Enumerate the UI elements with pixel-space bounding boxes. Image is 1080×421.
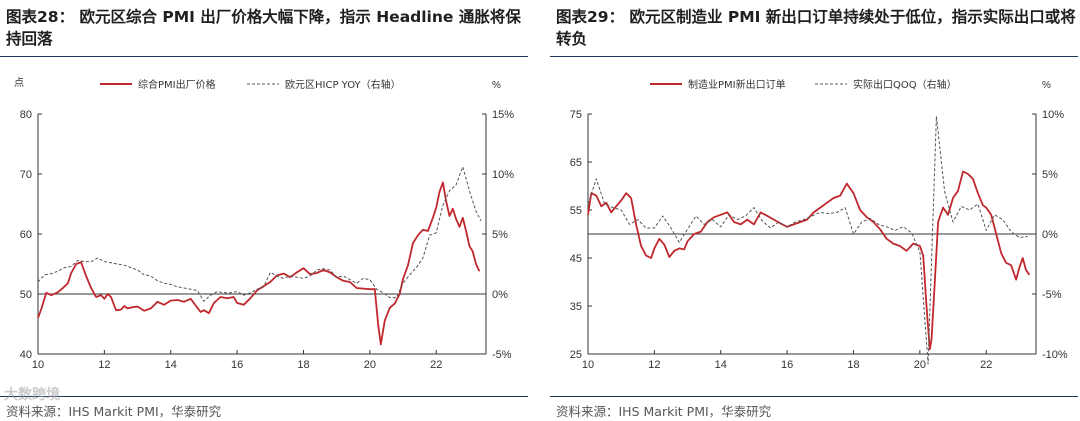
title-divider xyxy=(0,56,528,57)
source-divider xyxy=(550,396,1078,397)
y-tick-label-right: -5% xyxy=(1042,289,1062,301)
x-tick-label: 16 xyxy=(231,359,243,371)
y-tick-label-left: 40 xyxy=(20,349,32,361)
y-tick-label-right: -5% xyxy=(492,349,512,361)
x-tick-label: 18 xyxy=(847,359,859,371)
legend-label: 欧元区HICP YOY（右轴） xyxy=(285,78,401,91)
watermark: 大数跨境 xyxy=(4,387,60,403)
source-note: 资料来源：IHS Markit PMI，华泰研究 xyxy=(556,404,772,419)
y-tick-label-left: 80 xyxy=(20,109,32,121)
legend-label: 综合PMI出厂价格 xyxy=(138,78,216,91)
x-tick-label: 14 xyxy=(165,359,177,371)
y-axis-unit-right: % xyxy=(1042,80,1051,91)
y-tick-label-right: 0% xyxy=(492,289,508,301)
chart-title: 图表28： 欧元区综合 PMI 出厂价格大幅下降，指示 Headline 通胀将… xyxy=(6,8,521,48)
y-tick-label-right: -10% xyxy=(1042,349,1068,361)
series-line-solid xyxy=(37,181,481,346)
y-axis-unit-left: 点 xyxy=(14,77,24,89)
y-tick-label-right: 10% xyxy=(492,169,514,181)
source-note: 资料来源：IHS Markit PMI，华泰研究 xyxy=(6,404,222,419)
x-tick-label: 10 xyxy=(32,359,44,371)
y-axis-unit-right: % xyxy=(492,80,501,91)
y-tick-label-left: 70 xyxy=(20,169,32,181)
pmi-output-price-chart: 40 50 60 70 80 -5% 0% 5% 10% 15% 10 12 14 16 18 20 22 点 % 综… xyxy=(14,77,514,371)
x-tick-label: 16 xyxy=(781,359,793,371)
y-tick-label-right: 5% xyxy=(1042,169,1058,181)
x-tick-label: 18 xyxy=(297,359,309,371)
x-tick-label: 12 xyxy=(98,359,110,371)
y-tick-label-right: 10% xyxy=(1042,109,1064,121)
y-tick-label-right: 5% xyxy=(492,229,508,241)
x-tick-label: 22 xyxy=(980,359,992,371)
y-tick-label-left: 60 xyxy=(20,229,32,241)
chart-panel-right: 图表29： 欧元区制造业 PMI 新出口订单持续处于低位，指示实际出口或将转负 … xyxy=(550,0,1078,421)
x-tick-label: 10 xyxy=(582,359,594,371)
legend-label: 制造业PMI新出口订单 xyxy=(688,78,786,91)
y-tick-label-left: 35 xyxy=(570,301,582,313)
y-tick-label-left: 55 xyxy=(570,205,582,217)
chart-panel-left: 图表28： 欧元区综合 PMI 出厂价格大幅下降，指示 Headline 通胀将… xyxy=(0,0,528,421)
x-tick-label: 20 xyxy=(914,359,926,371)
pmi-export-orders-chart: 25 35 45 55 65 75 -10% -5% 0% 5% 10% 10 12 14 16 18 20 22… xyxy=(570,78,1068,371)
x-tick-label: 20 xyxy=(364,359,376,371)
title-divider xyxy=(550,56,1078,57)
y-tick-label-left: 25 xyxy=(570,349,582,361)
y-tick-label-right: 15% xyxy=(492,109,514,121)
x-tick-label: 22 xyxy=(430,359,442,371)
series-line-dashed xyxy=(37,166,482,302)
x-tick-label: 12 xyxy=(648,359,660,371)
y-tick-label-left: 50 xyxy=(20,289,32,301)
y-tick-label-left: 45 xyxy=(570,253,582,265)
x-tick-label: 14 xyxy=(715,359,727,371)
y-tick-label-left: 75 xyxy=(570,109,582,121)
series-line-dashed xyxy=(587,115,1028,365)
series-line-solid xyxy=(587,170,1031,351)
chart-title: 图表29： 欧元区制造业 PMI 新出口订单持续处于低位，指示实际出口或将转负 xyxy=(556,8,1076,48)
legend-label: 实际出口QOQ（右轴） xyxy=(853,78,957,91)
source-divider xyxy=(0,396,528,397)
y-tick-label-right: 0% xyxy=(1042,229,1058,241)
y-tick-label-left: 65 xyxy=(570,157,582,169)
